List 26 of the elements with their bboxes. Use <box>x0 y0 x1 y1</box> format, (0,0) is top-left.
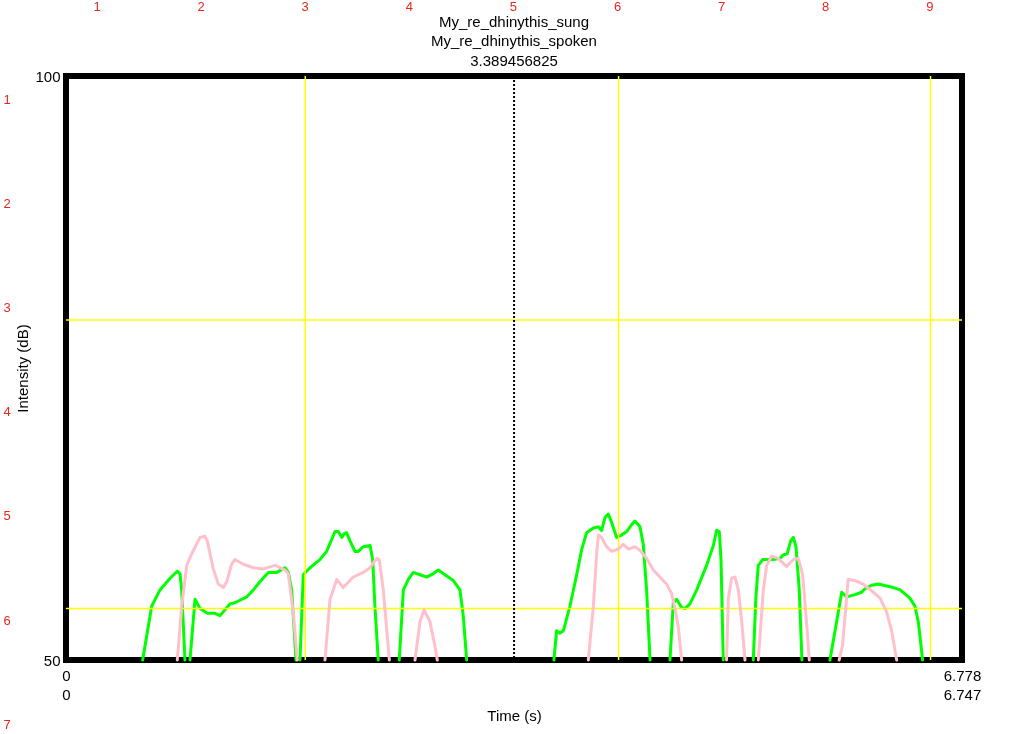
x-tick-label: 6.778 <box>943 666 982 684</box>
text: 1 <box>3 92 11 107</box>
x2-tick-label: 0 <box>62 685 71 703</box>
text: 3 <box>301 0 309 14</box>
text: 4 <box>3 404 11 420</box>
ref-line-label: 3.389456825 <box>470 52 558 69</box>
text: 2 <box>3 196 11 212</box>
chart-title: My_re_dhinythis_sung <box>438 13 590 30</box>
chart-subtitle: My_re_dhinythis_spoken <box>431 32 597 49</box>
text: 4 <box>405 0 413 14</box>
text: 6 <box>613 0 622 14</box>
y-tick-label: 50 <box>43 651 61 669</box>
text: 8 <box>822 0 830 14</box>
text: 7 <box>3 716 11 732</box>
y-tick-label: 100 <box>35 67 61 85</box>
text: 9 <box>926 0 934 14</box>
text: 5 <box>3 508 11 524</box>
text: 2 <box>197 0 205 14</box>
text: 6 <box>3 612 11 628</box>
x-axis-title: Time (s) <box>487 706 542 724</box>
text: 7 <box>717 0 726 14</box>
y-axis-title: Intensity (dB) <box>14 324 32 413</box>
text: 1 <box>93 0 101 14</box>
x2-tick-label: 6.747 <box>943 685 982 703</box>
text: 5 <box>509 0 518 14</box>
text: 3 <box>3 300 11 316</box>
